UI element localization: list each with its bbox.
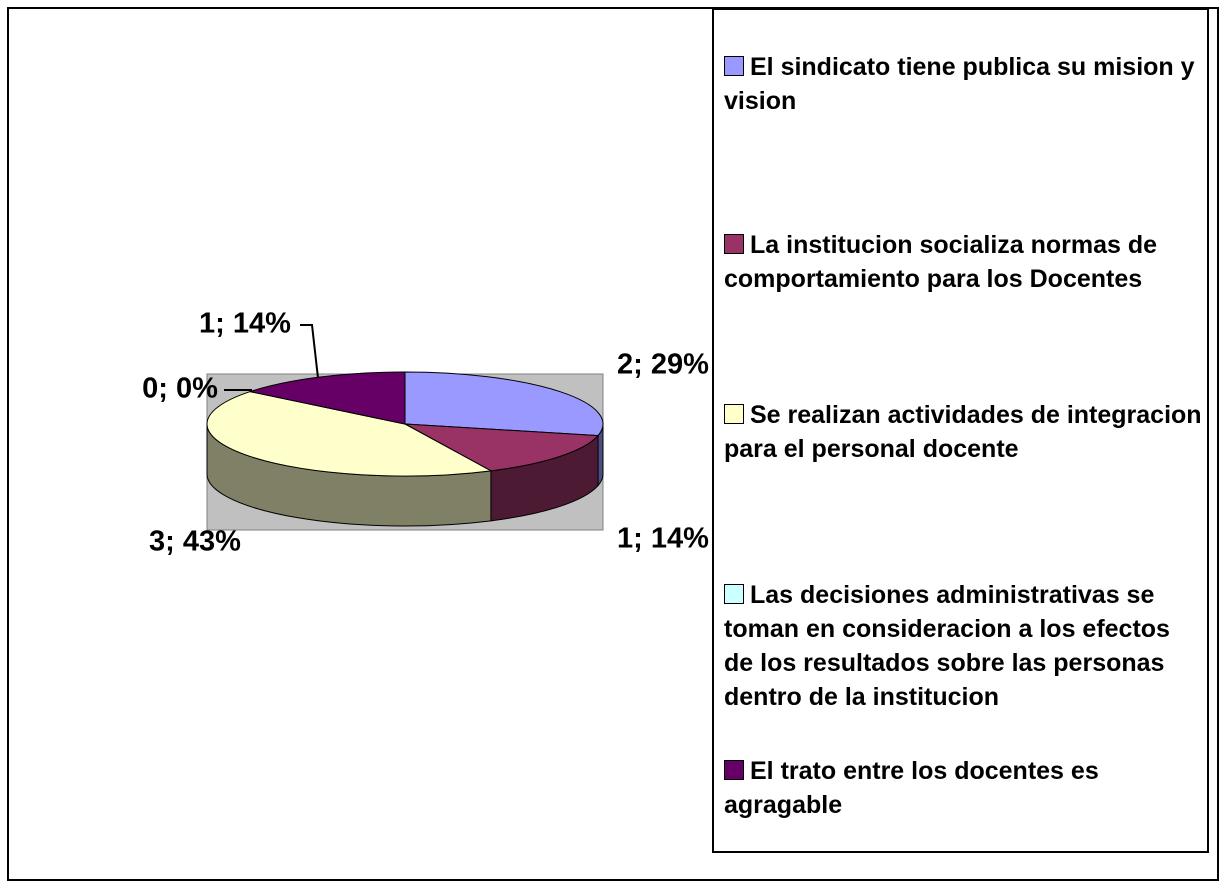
legend-label: El trato entre los docentes es agragable — [724, 757, 1099, 819]
legend-label: Las decisiones administrativas se toman … — [724, 581, 1170, 711]
value-label: 0; 0% — [142, 373, 218, 405]
legend-swatch — [724, 760, 744, 780]
legend-item: Se realizan actividades de integracion p… — [724, 398, 1204, 466]
value-label: 1; 14% — [617, 523, 709, 555]
leader-line — [300, 324, 319, 379]
legend-swatch — [724, 404, 744, 424]
legend-label: La institucion socializa normas de compo… — [724, 231, 1158, 293]
legend-item: Las decisiones administrativas se toman … — [724, 578, 1204, 714]
pie-slice — [404, 423, 600, 472]
pie-slice — [404, 371, 604, 437]
legend-label: Se realizan actividades de integracion p… — [724, 401, 1202, 463]
value-label: 3; 43% — [149, 526, 241, 558]
legend-label: El sindicato tiene publica su mision y v… — [724, 53, 1195, 115]
legend: El sindicato tiene publica su mision y v… — [712, 8, 1209, 853]
pie-slice — [248, 371, 406, 425]
legend-item: El sindicato tiene publica su mision y v… — [724, 50, 1204, 118]
legend-swatch — [724, 234, 744, 254]
value-label: 2; 29% — [617, 349, 709, 381]
legend-swatch — [724, 584, 744, 604]
pie-slice — [206, 391, 493, 477]
legend-swatch — [724, 56, 744, 76]
legend-item: La institucion socializa normas de compo… — [724, 228, 1204, 296]
legend-item: El trato entre los docentes es agragable — [724, 754, 1204, 822]
value-label: 1; 14% — [199, 308, 291, 340]
